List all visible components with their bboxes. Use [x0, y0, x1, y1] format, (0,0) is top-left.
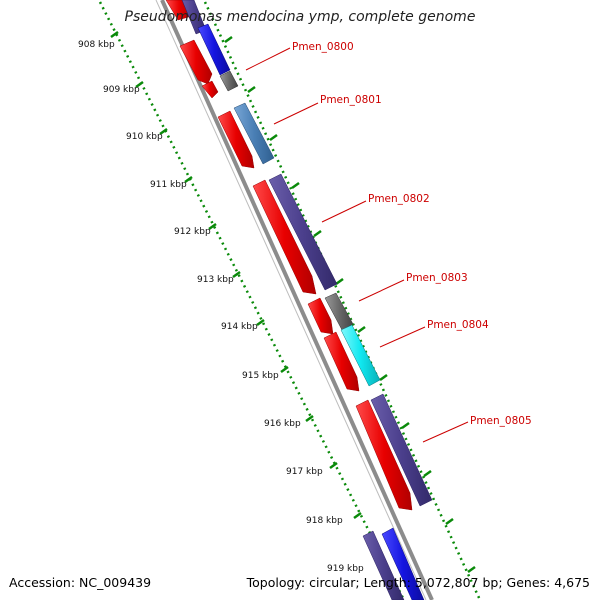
feature-bar — [340, 324, 381, 387]
gene-label: Pmen_0800 — [292, 41, 354, 53]
feature-bar — [268, 173, 338, 291]
cds-arrow — [217, 110, 255, 169]
scale-label: 918 kbp — [306, 516, 343, 526]
scale-label: 908 kbp — [78, 40, 115, 50]
scale-label: 915 kbp — [242, 371, 279, 381]
scale-labels: 908 kbp 909 kbp 910 kbp 911 kbp 912 kbp … — [78, 40, 364, 574]
cds-arrow — [307, 297, 334, 335]
accession-text: Accession: NC_009439 — [9, 575, 152, 590]
scale-label: 911 kbp — [150, 180, 187, 190]
cds-arrow — [252, 179, 317, 295]
gene-label: Pmen_0802 — [368, 193, 430, 205]
feature-bar — [197, 23, 231, 76]
scale-label: 912 kbp — [174, 227, 211, 237]
feature-bar — [370, 393, 433, 507]
scale-label: 909 kbp — [103, 85, 140, 95]
backbone-line-inner — [155, 0, 427, 600]
inner-tick-line — [98, 1, 406, 600]
outer-tick-line — [203, 1, 482, 600]
scale-label: 916 kbp — [264, 419, 301, 429]
scale-label: 910 kbp — [126, 132, 163, 142]
gene-label: Pmen_0801 — [320, 94, 382, 106]
feature-bar — [219, 70, 239, 92]
cds-arrow — [201, 80, 219, 99]
scale-label: 919 kbp — [327, 564, 364, 574]
cds-arrow — [355, 399, 413, 511]
genome-summary: Topology: circular; Length: 5,072,807 bp… — [246, 575, 590, 590]
scale-label: 917 kbp — [286, 467, 323, 477]
scale-label: 914 kbp — [221, 322, 258, 332]
map-title: Pseudomonas mendocina ymp, complete geno… — [124, 9, 476, 25]
backbone-line — [160, 0, 434, 600]
gene-label: Pmen_0805 — [470, 415, 532, 427]
gene-labels: Pmen_0800 Pmen_0801 Pmen_0802 Pmen_0803 … — [292, 41, 532, 427]
cds-arrow — [323, 331, 360, 392]
feature-bar — [233, 102, 275, 165]
scale-label: 913 kbp — [197, 275, 234, 285]
feature-bar — [324, 292, 354, 331]
gene-label: Pmen_0804 — [427, 319, 489, 331]
cds-arrow — [179, 39, 213, 85]
gene-label: Pmen_0803 — [406, 272, 468, 284]
feature-bar — [362, 530, 405, 600]
label-leaders — [245, 47, 469, 443]
gene-features — [165, 0, 433, 600]
feature-bar — [381, 527, 425, 600]
